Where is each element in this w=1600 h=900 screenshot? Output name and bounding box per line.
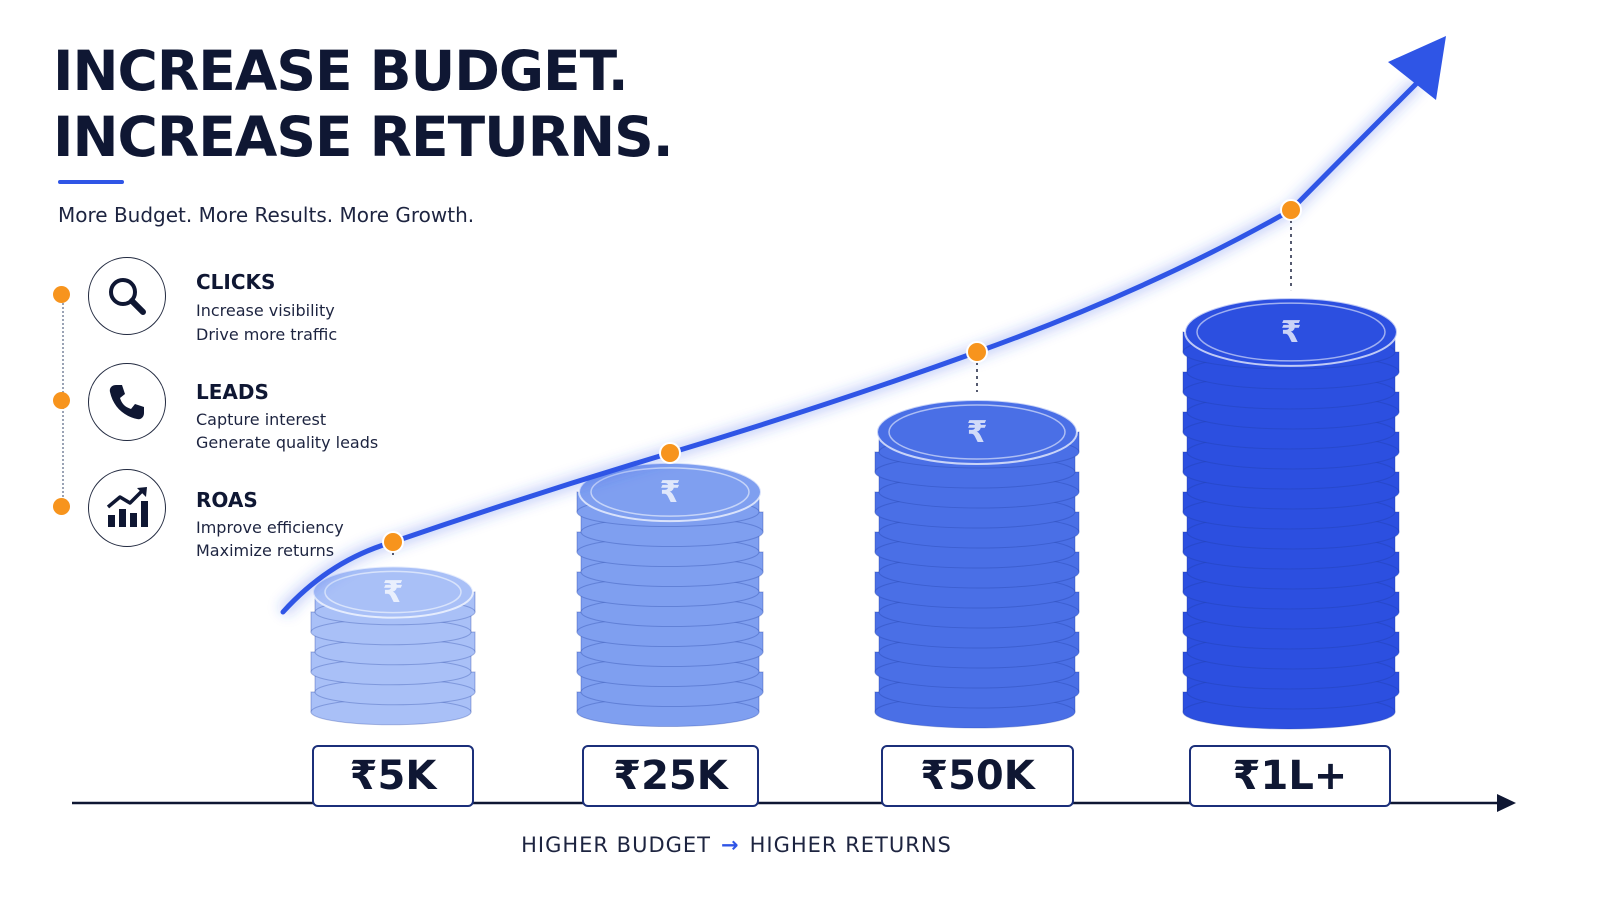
data-point-marker [1280, 199, 1302, 221]
budget-label: ₹50K [881, 745, 1074, 807]
rupee-symbol: ₹ [1281, 315, 1302, 350]
data-point-marker [966, 341, 988, 363]
benefit-text-clicks-2: Drive more traffic [196, 325, 338, 344]
budget-label: ₹25K [582, 745, 759, 807]
benefit-marker-roas [53, 498, 70, 515]
footer-right: HIGHER RETURNS [749, 833, 952, 857]
benefit-marker-clicks [53, 286, 70, 303]
coin-stack-bar: ₹ [1182, 297, 1400, 730]
search-icon [88, 257, 166, 335]
title-accent-rule [58, 180, 124, 184]
coin-stack-bar: ₹ [310, 565, 476, 726]
page-title-line-2: INCREASE RETURNS. [53, 105, 674, 169]
benefit-marker-leads [53, 392, 70, 409]
footer-tagline: HIGHER BUDGET → HIGHER RETURNS [0, 833, 1473, 857]
arrow-right-icon: → [721, 833, 740, 857]
phone-icon [88, 363, 166, 441]
benefit-text-roas-1: Improve efficiency [196, 518, 344, 537]
page-subtitle: More Budget. More Results. More Growth. [58, 203, 475, 227]
coin-stack-bar: ₹ [576, 461, 764, 728]
data-point-marker [382, 531, 404, 553]
budget-label: ₹5K [312, 745, 474, 807]
benefit-text-clicks-1: Increase visibility [196, 301, 335, 320]
x-axis-arrow [1497, 794, 1516, 812]
trend-arrow-head [1388, 36, 1446, 100]
benefit-text-leads-1: Capture interest [196, 410, 327, 429]
benefit-title-leads: LEADS [196, 380, 269, 404]
benefit-text-roas-2: Maximize returns [196, 541, 335, 560]
growth-chart-icon [88, 469, 166, 547]
budget-label: ₹1L+ [1189, 745, 1391, 807]
benefit-title-roas: ROAS [196, 488, 258, 512]
coin-stack-bar: ₹ [874, 399, 1080, 729]
benefit-title-clicks: CLICKS [196, 270, 276, 294]
footer-left: HIGHER BUDGET [521, 833, 711, 857]
rupee-symbol: ₹ [967, 415, 988, 450]
data-point-marker [659, 442, 681, 464]
rupee-symbol: ₹ [660, 475, 681, 510]
benefit-text-leads-2: Generate quality leads [196, 433, 379, 452]
page-title-line-1: INCREASE BUDGET. [53, 39, 629, 103]
rupee-symbol: ₹ [383, 575, 404, 610]
